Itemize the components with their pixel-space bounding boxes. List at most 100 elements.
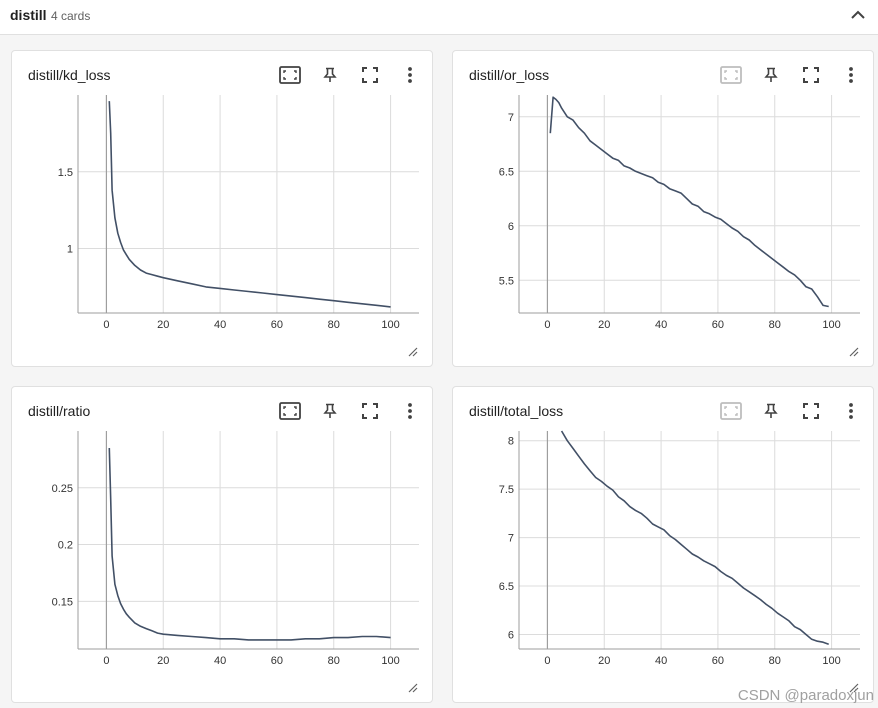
card-title: distill/or_loss	[469, 67, 550, 83]
fullscreen-button[interactable]	[358, 399, 382, 423]
card-group-header: distill 4 cards	[0, 0, 878, 35]
y-tick-label: 1	[67, 244, 73, 256]
x-tick-label: 60	[271, 319, 283, 331]
fit-domain-button[interactable]	[719, 63, 743, 87]
y-tick-label: 6	[508, 221, 514, 233]
x-tick-label: 0	[103, 655, 109, 667]
resize-handle[interactable]	[849, 680, 859, 693]
scalar-card: distill/total_loss	[452, 386, 874, 703]
y-tick-label: 0.25	[52, 483, 73, 495]
series-line	[560, 430, 829, 645]
x-tick-label: 40	[655, 319, 667, 331]
x-tick-label: 100	[381, 319, 399, 331]
x-tick-label: 80	[328, 655, 340, 667]
pin-button[interactable]	[318, 63, 342, 87]
y-tick-label: 8	[508, 436, 514, 448]
x-tick-label: 40	[214, 655, 226, 667]
x-tick-label: 0	[544, 319, 550, 331]
card-toolbar	[278, 63, 422, 87]
card-grid: distill/kd_loss	[0, 35, 878, 708]
x-tick-label: 80	[769, 655, 781, 667]
y-tick-label: 1.5	[58, 167, 73, 179]
more-options-button[interactable]	[398, 63, 422, 87]
fullscreen-button[interactable]	[358, 63, 382, 87]
chevron-up-icon	[851, 10, 865, 19]
x-tick-label: 40	[655, 655, 667, 667]
series-line	[108, 101, 391, 308]
fit-domain-icon	[279, 66, 301, 84]
watermark: CSDN @paradoxjun	[737, 687, 874, 704]
x-tick-label: 80	[769, 319, 781, 331]
series-line	[108, 447, 391, 641]
pin-button[interactable]	[759, 63, 783, 87]
card-title: distill/ratio	[28, 403, 91, 419]
y-tick-label: 0.15	[52, 596, 73, 608]
pin-icon	[323, 67, 337, 82]
card-toolbar	[278, 399, 422, 423]
y-tick-label: 6.5	[499, 166, 514, 178]
more-vert-icon	[408, 67, 412, 83]
fit-domain-button[interactable]	[719, 399, 743, 423]
fullscreen-button[interactable]	[799, 399, 823, 423]
x-tick-label: 20	[157, 655, 169, 667]
y-tick-label: 7	[508, 533, 514, 545]
resize-handle-icon	[849, 683, 859, 693]
y-tick-label: 7.5	[499, 484, 514, 496]
resize-handle[interactable]	[408, 344, 418, 357]
x-tick-label: 20	[598, 319, 610, 331]
x-tick-label: 60	[712, 655, 724, 667]
more-options-button[interactable]	[839, 399, 863, 423]
x-tick-label: 0	[544, 655, 550, 667]
pin-button[interactable]	[759, 399, 783, 423]
x-tick-label: 100	[822, 319, 840, 331]
fit-domain-icon	[720, 66, 742, 84]
fullscreen-icon	[362, 67, 378, 83]
x-tick-label: 100	[381, 655, 399, 667]
more-options-button[interactable]	[839, 63, 863, 87]
card-title: distill/total_loss	[469, 403, 564, 419]
y-tick-label: 5.5	[499, 275, 514, 287]
scalar-card: distill/kd_loss	[11, 50, 433, 367]
collapse-group-button[interactable]	[844, 3, 872, 27]
pin-button[interactable]	[318, 399, 342, 423]
y-tick-label: 6.5	[499, 581, 514, 593]
fullscreen-icon	[803, 67, 819, 83]
fullscreen-button[interactable]	[799, 63, 823, 87]
resize-handle-icon	[408, 347, 418, 357]
x-tick-label: 100	[822, 655, 840, 667]
more-vert-icon	[408, 403, 412, 419]
card-toolbar	[719, 63, 863, 87]
scalar-card: distill/or_loss	[452, 50, 874, 367]
pin-icon	[764, 403, 778, 418]
x-tick-label: 0	[103, 319, 109, 331]
y-tick-label: 6	[508, 629, 514, 641]
resize-handle-icon	[849, 347, 859, 357]
fullscreen-icon	[362, 403, 378, 419]
more-options-button[interactable]	[398, 399, 422, 423]
fit-domain-button[interactable]	[278, 63, 302, 87]
resize-handle[interactable]	[849, 344, 859, 357]
fit-domain-icon	[279, 402, 301, 420]
y-tick-label: 0.2	[58, 540, 73, 552]
card-toolbar	[719, 399, 863, 423]
group-title: distill	[10, 7, 47, 23]
resize-handle[interactable]	[408, 680, 418, 693]
fullscreen-icon	[803, 403, 819, 419]
series-line	[549, 96, 829, 308]
line-chart[interactable]: 0 20 40 60 80 100 6 6.5 7 7.5 8	[453, 427, 875, 672]
line-chart[interactable]: 0 20 40 60 80 100 0.15 0.2 0.25	[12, 427, 434, 672]
line-chart[interactable]: 0 20 40 60 80 100 1 1.5	[12, 91, 434, 336]
x-tick-label: 60	[712, 319, 724, 331]
fit-domain-icon	[720, 402, 742, 420]
more-vert-icon	[849, 403, 853, 419]
card-title: distill/kd_loss	[28, 67, 111, 83]
x-tick-label: 40	[214, 319, 226, 331]
x-tick-label: 80	[328, 319, 340, 331]
x-tick-label: 20	[598, 655, 610, 667]
group-card-count: 4 cards	[51, 9, 91, 23]
y-tick-label: 7	[508, 112, 514, 124]
resize-handle-icon	[408, 683, 418, 693]
fit-domain-button[interactable]	[278, 399, 302, 423]
pin-icon	[323, 403, 337, 418]
line-chart[interactable]: 0 20 40 60 80 100 5.5 6 6.5 7	[453, 91, 875, 336]
